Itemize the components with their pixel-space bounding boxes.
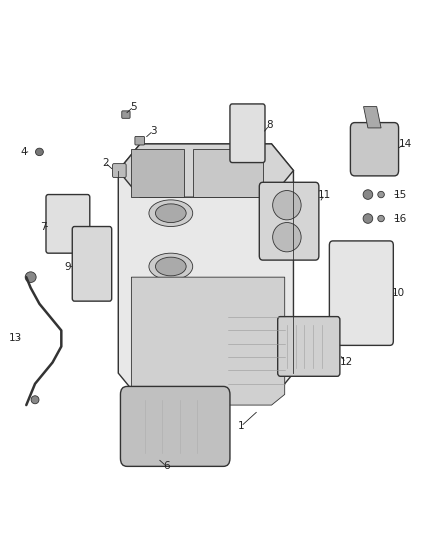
FancyBboxPatch shape — [120, 386, 230, 466]
Ellipse shape — [272, 190, 301, 220]
Ellipse shape — [155, 204, 186, 223]
Ellipse shape — [149, 253, 193, 280]
Polygon shape — [131, 149, 184, 197]
FancyBboxPatch shape — [113, 164, 126, 177]
Polygon shape — [131, 277, 285, 405]
Text: 16: 16 — [394, 214, 407, 223]
FancyBboxPatch shape — [329, 241, 393, 345]
Text: 1: 1 — [237, 422, 244, 431]
Ellipse shape — [31, 395, 39, 404]
Text: 9: 9 — [64, 262, 71, 271]
FancyBboxPatch shape — [259, 182, 319, 260]
Ellipse shape — [35, 148, 43, 156]
Polygon shape — [118, 144, 293, 197]
Text: 14: 14 — [399, 139, 412, 149]
Ellipse shape — [149, 200, 193, 227]
Ellipse shape — [25, 272, 36, 282]
Text: 4: 4 — [21, 147, 28, 157]
Ellipse shape — [363, 214, 373, 223]
Text: 5: 5 — [130, 102, 137, 111]
Text: 15: 15 — [394, 190, 407, 199]
Text: 3: 3 — [150, 126, 157, 135]
FancyBboxPatch shape — [135, 136, 145, 145]
Text: 2: 2 — [102, 158, 109, 167]
Text: 8: 8 — [266, 120, 273, 130]
FancyBboxPatch shape — [46, 195, 90, 253]
Ellipse shape — [378, 191, 385, 198]
Text: 12: 12 — [339, 358, 353, 367]
Ellipse shape — [155, 257, 186, 276]
Text: 10: 10 — [392, 288, 405, 298]
Polygon shape — [118, 144, 293, 400]
Ellipse shape — [363, 190, 373, 199]
Ellipse shape — [272, 222, 301, 252]
Text: 13: 13 — [9, 334, 22, 343]
Text: 11: 11 — [318, 190, 331, 199]
Polygon shape — [193, 149, 263, 197]
FancyBboxPatch shape — [122, 111, 130, 118]
Ellipse shape — [378, 215, 385, 222]
Text: 7: 7 — [39, 222, 46, 231]
Text: 6: 6 — [163, 462, 170, 471]
FancyBboxPatch shape — [72, 227, 112, 301]
FancyBboxPatch shape — [278, 317, 340, 376]
FancyBboxPatch shape — [230, 104, 265, 163]
Polygon shape — [364, 107, 381, 128]
FancyBboxPatch shape — [350, 123, 399, 176]
